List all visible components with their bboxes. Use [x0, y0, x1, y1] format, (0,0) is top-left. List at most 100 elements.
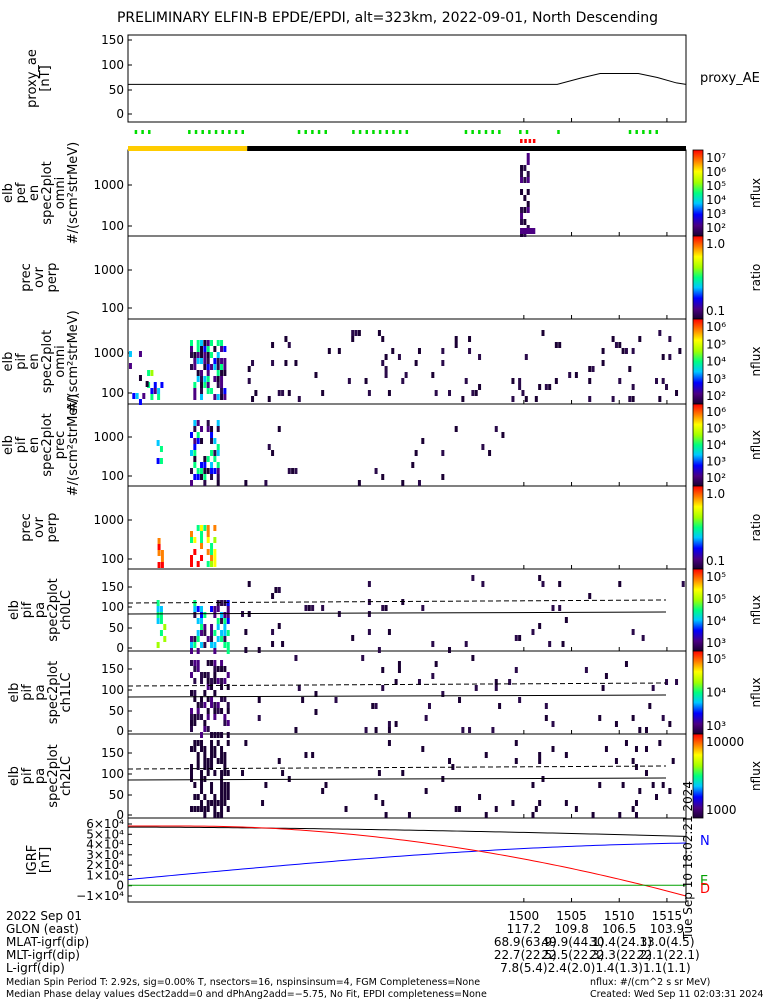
colorbar-label: nflux: [749, 430, 763, 460]
colorbar-tick: 10³: [706, 455, 726, 469]
spectro-cell: [203, 702, 207, 708]
spectro-cell: [193, 394, 197, 400]
spectro-cell: [394, 679, 398, 685]
spectro-cell: [200, 370, 204, 376]
spectro-cell: [159, 458, 163, 464]
colorbar-label: nflux: [749, 678, 763, 708]
spectro-cell: [138, 399, 142, 405]
spectro-cell: [668, 354, 672, 360]
spectro-cell: [377, 330, 381, 336]
spectro-cell: [156, 612, 160, 618]
spectro-cell: [401, 770, 405, 776]
spectro-cell: [618, 378, 622, 384]
spectro-cell: [281, 390, 285, 396]
y-axis-label: spec2plot: [40, 330, 55, 393]
spectro-cell: [206, 388, 210, 394]
colorbar-label: ratio: [749, 264, 763, 292]
spectro-cell: [193, 549, 197, 555]
spectro-cell: [397, 354, 401, 360]
spectro-cell: [200, 462, 204, 468]
y-axis-label: elb: [7, 600, 22, 620]
spectro-cell: [464, 641, 468, 647]
spectro-cell: [226, 618, 230, 624]
spectro-cell: [206, 525, 210, 531]
spectro-cell: [287, 342, 291, 348]
spectro-cell: [294, 655, 298, 661]
spectro-cell: [193, 678, 197, 684]
spectro-cell: [644, 770, 648, 776]
spectro-cell: [514, 758, 518, 764]
spectro-cell: [223, 600, 227, 606]
spectro-cell: [387, 390, 391, 396]
coverage-dot: [201, 130, 204, 134]
y-axis-label: ovr: [32, 266, 47, 288]
spectro-cell: [203, 624, 207, 630]
spectro-cell: [206, 660, 210, 666]
spectro-cell: [193, 720, 197, 726]
spectro-cell: [220, 660, 224, 666]
spectro-cell: [220, 376, 224, 382]
spectro-cell: [520, 228, 536, 234]
spectro-cell: [631, 715, 635, 721]
spectro-cell: [461, 727, 465, 733]
spectro-cell: [156, 642, 160, 648]
spectro-cell: [294, 468, 298, 474]
y-axis-label: elb: [1, 435, 16, 455]
spectro-cell: [314, 691, 318, 697]
y-tick-label: 50: [109, 788, 124, 802]
y-axis-label: omni: [53, 177, 68, 209]
spectro-cell: [200, 678, 204, 684]
spectro-cell: [417, 480, 421, 486]
colorbar-tick: 10⁶: [706, 320, 726, 334]
table-cell: 2022 Sep 01: [6, 909, 83, 923]
spectro-cell: [381, 360, 385, 366]
loss-cone-line: [127, 777, 667, 781]
spectro-cell: [448, 390, 452, 396]
spectro-cell: [190, 364, 193, 370]
spectro-cell: [631, 806, 635, 812]
spectro-cell: [200, 740, 204, 746]
panel-frame-prec_ovr_perp_e: [127, 235, 687, 320]
coverage-dot: [358, 130, 362, 134]
spectro-cell: [159, 612, 163, 618]
spectro-cell: [200, 468, 204, 474]
spectro-cell: [454, 336, 458, 342]
table-cell: MLT-igrf(dip): [6, 948, 80, 962]
y-axis-label: pif: [14, 436, 29, 453]
spectro-cell: [524, 396, 528, 402]
spectro-cell: [377, 647, 381, 653]
spectro-cell: [511, 800, 515, 806]
spectro-cell: [213, 525, 217, 531]
spectro-cell: [213, 702, 217, 708]
spectro-cell: [474, 390, 478, 396]
spectro-cell: [220, 746, 224, 752]
spectro-cell: [544, 384, 548, 390]
spectro-cell: [220, 636, 224, 642]
colorbar-tick: 10²: [706, 389, 726, 403]
spectro-cell: [501, 432, 505, 438]
y-tick-label: 0: [116, 641, 124, 655]
spectro-cell: [474, 685, 478, 691]
footer-line2: Median Phase delay values dSect2add=0 an…: [6, 989, 487, 1000]
spectro-cell: [568, 372, 572, 378]
spectro-cell: [634, 764, 638, 770]
colorbar-tick: 10²: [706, 471, 726, 485]
spectro-cell: [584, 667, 588, 673]
spectro-cell: [397, 667, 401, 673]
spectro-cell: [624, 348, 628, 354]
spectro-cell: [244, 647, 248, 653]
spectro-cell: [200, 702, 204, 708]
colorbar-tick: 10⁵: [706, 422, 726, 436]
spectro-cell: [203, 474, 207, 480]
spectro-cell: [226, 672, 230, 678]
table-cell: 22.7(22.5): [493, 948, 557, 962]
spectro-cell: [223, 666, 227, 672]
spectro-cell: [220, 752, 224, 758]
spectro-cell: [210, 752, 214, 758]
spectro-cell: [441, 348, 445, 354]
coverage-dot: [405, 130, 409, 134]
spectro-cell: [159, 446, 163, 452]
spectro-cell: [193, 660, 197, 666]
spectro-cell: [558, 342, 562, 348]
